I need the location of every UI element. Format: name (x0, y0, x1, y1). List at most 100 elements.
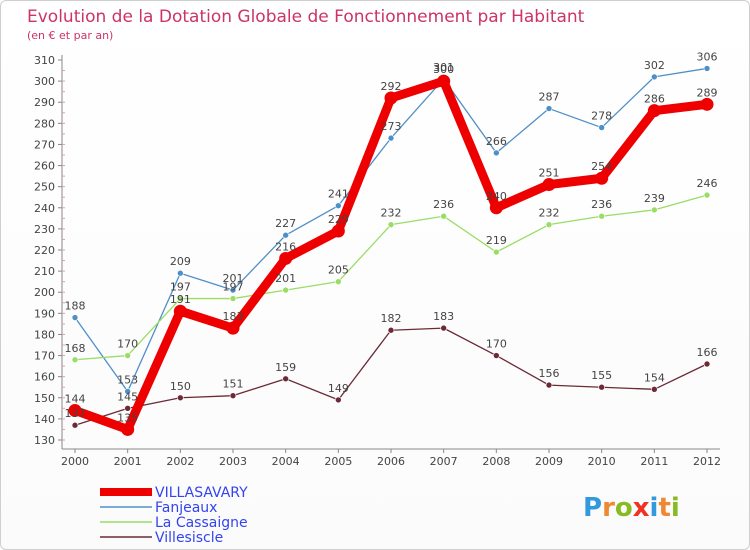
data-point-villesiscle (493, 352, 500, 359)
data-label-fanjeaux: 227 (275, 217, 296, 230)
x-axis: 2000 2001 2002 2003 2004 2005 2006 2007 2008 2009… (61, 449, 721, 468)
y-tick-label: 200 (34, 286, 55, 299)
data-point-la-cassaigne (651, 206, 658, 214)
legend-label: VILLASAVARY (155, 485, 248, 501)
data-point-villesiscle (703, 360, 711, 368)
y-tick-label: 310 (34, 54, 55, 67)
series-layer (68, 65, 714, 436)
data-label-villasavary: 240 (486, 190, 507, 203)
data-label-villasavary: 216 (275, 240, 296, 253)
data-point-fanjeaux (651, 73, 658, 81)
data-point-fanjeaux (229, 286, 237, 294)
data-point-villesiscle (545, 381, 553, 389)
data-label-villesiscle: 166 (697, 346, 718, 359)
data-point-la-cassaigne (335, 278, 342, 285)
brand-letter: i (671, 493, 680, 523)
x-tick-label: 2009 (535, 455, 563, 468)
data-label-la-cassaigne: 219 (486, 234, 507, 247)
data-point-villasavary (384, 91, 398, 105)
data-label-la-cassaigne: 170 (117, 338, 138, 351)
data-point-villesiscle (387, 326, 395, 334)
data-label-fanjeaux: 301 (433, 61, 454, 74)
data-label-la-cassaigne: 236 (433, 198, 454, 211)
data-label-fanjeaux: 209 (170, 255, 191, 268)
brand-letter: t (658, 493, 670, 523)
data-point-villasavary (121, 422, 135, 436)
data-label-villesiscle: 145 (117, 390, 138, 403)
data-label-villasavary: 292 (381, 80, 402, 93)
x-tick-label: 2005 (324, 455, 352, 468)
data-label-la-cassaigne: 232 (381, 207, 402, 220)
x-tick-label: 2012 (693, 455, 721, 468)
data-labels: 188 153 209 201 227 241 273 301 266 287 278 302 306 1… (65, 50, 718, 424)
x-tick-label: 2000 (61, 455, 89, 468)
data-label-villesiscle: 151 (223, 378, 244, 391)
y-tick-label: 150 (34, 392, 55, 405)
legend-label: La Cassaigne (155, 515, 248, 531)
y-tick-label: 290 (34, 96, 55, 109)
brand-letter: P (583, 493, 602, 523)
data-point-fanjeaux (545, 105, 553, 112)
data-label-la-cassaigne: 205 (328, 264, 349, 277)
data-label-la-cassaigne: 232 (539, 207, 560, 220)
data-label-fanjeaux: 273 (381, 120, 402, 133)
data-label-villesiscle: 182 (381, 312, 402, 325)
data-label-villasavary: 286 (644, 93, 665, 106)
data-point-fanjeaux (177, 269, 184, 277)
data-point-villesiscle (598, 383, 605, 391)
data-label-la-cassaigne: 201 (275, 272, 296, 285)
data-label-villesiscle: 159 (275, 361, 296, 374)
data-label-la-cassaigne: 168 (65, 342, 86, 355)
data-label-villesiscle: 154 (644, 371, 665, 384)
data-point-la-cassaigne (598, 212, 605, 220)
x-tick-label: 2006 (377, 455, 405, 468)
data-label-villasavary: 144 (65, 392, 86, 405)
brand-letter: r (602, 493, 615, 523)
legend-label: Villesiscle (155, 530, 223, 546)
data-point-fanjeaux (71, 314, 79, 321)
data-label-villesiscle: 170 (486, 338, 507, 351)
data-point-la-cassaigne (71, 356, 79, 364)
data-label-fanjeaux: 188 (65, 300, 86, 313)
data-label-villasavary: 229 (328, 213, 349, 226)
data-point-la-cassaigne (493, 248, 500, 256)
legend-label: Fanjeaux (155, 500, 217, 516)
data-label-villasavary: 251 (539, 167, 560, 180)
data-label-fanjeaux: 153 (117, 373, 138, 386)
chart-subtitle: (en € et par an) (27, 29, 113, 42)
data-label-villasavary: 183 (223, 310, 244, 323)
y-axis: 130 140 150 160 170 180 190 200 210 220 230 240 250 2… (34, 54, 65, 447)
data-point-villesiscle (651, 386, 658, 393)
y-tick-label: 130 (34, 434, 55, 447)
data-label-fanjeaux: 287 (539, 91, 560, 104)
data-point-villasavary (647, 104, 661, 118)
y-tick-label: 280 (34, 117, 55, 130)
data-point-la-cassaigne (177, 295, 184, 302)
data-label-la-cassaigne: 197 (170, 281, 191, 294)
data-label-la-cassaigne: 197 (223, 281, 244, 294)
x-tick-label: 2001 (114, 455, 142, 468)
data-point-villesiscle (71, 421, 79, 429)
y-tick-label: 140 (34, 413, 55, 426)
data-point-la-cassaigne (282, 286, 289, 294)
data-point-fanjeaux (387, 134, 395, 142)
x-tick-label: 2004 (272, 455, 300, 468)
data-point-villasavary (595, 171, 609, 185)
data-label-villesiscle: 155 (591, 369, 612, 382)
data-point-fanjeaux (335, 202, 342, 209)
data-label-villesiscle: 149 (328, 382, 349, 395)
data-label-villesiscle: 156 (539, 367, 560, 380)
data-point-fanjeaux (282, 231, 289, 239)
data-label-villesiscle: 137 (65, 407, 86, 420)
y-tick-label: 240 (34, 202, 55, 215)
x-tick-label: 2010 (588, 455, 616, 468)
data-point-fanjeaux (703, 65, 711, 72)
y-tick-label: 250 (34, 181, 55, 194)
brand-letter: o (615, 493, 633, 523)
data-point-villasavary (437, 74, 451, 88)
data-point-villasavary (700, 97, 714, 111)
data-point-villesiscle (177, 394, 184, 402)
data-point-fanjeaux (598, 124, 605, 131)
